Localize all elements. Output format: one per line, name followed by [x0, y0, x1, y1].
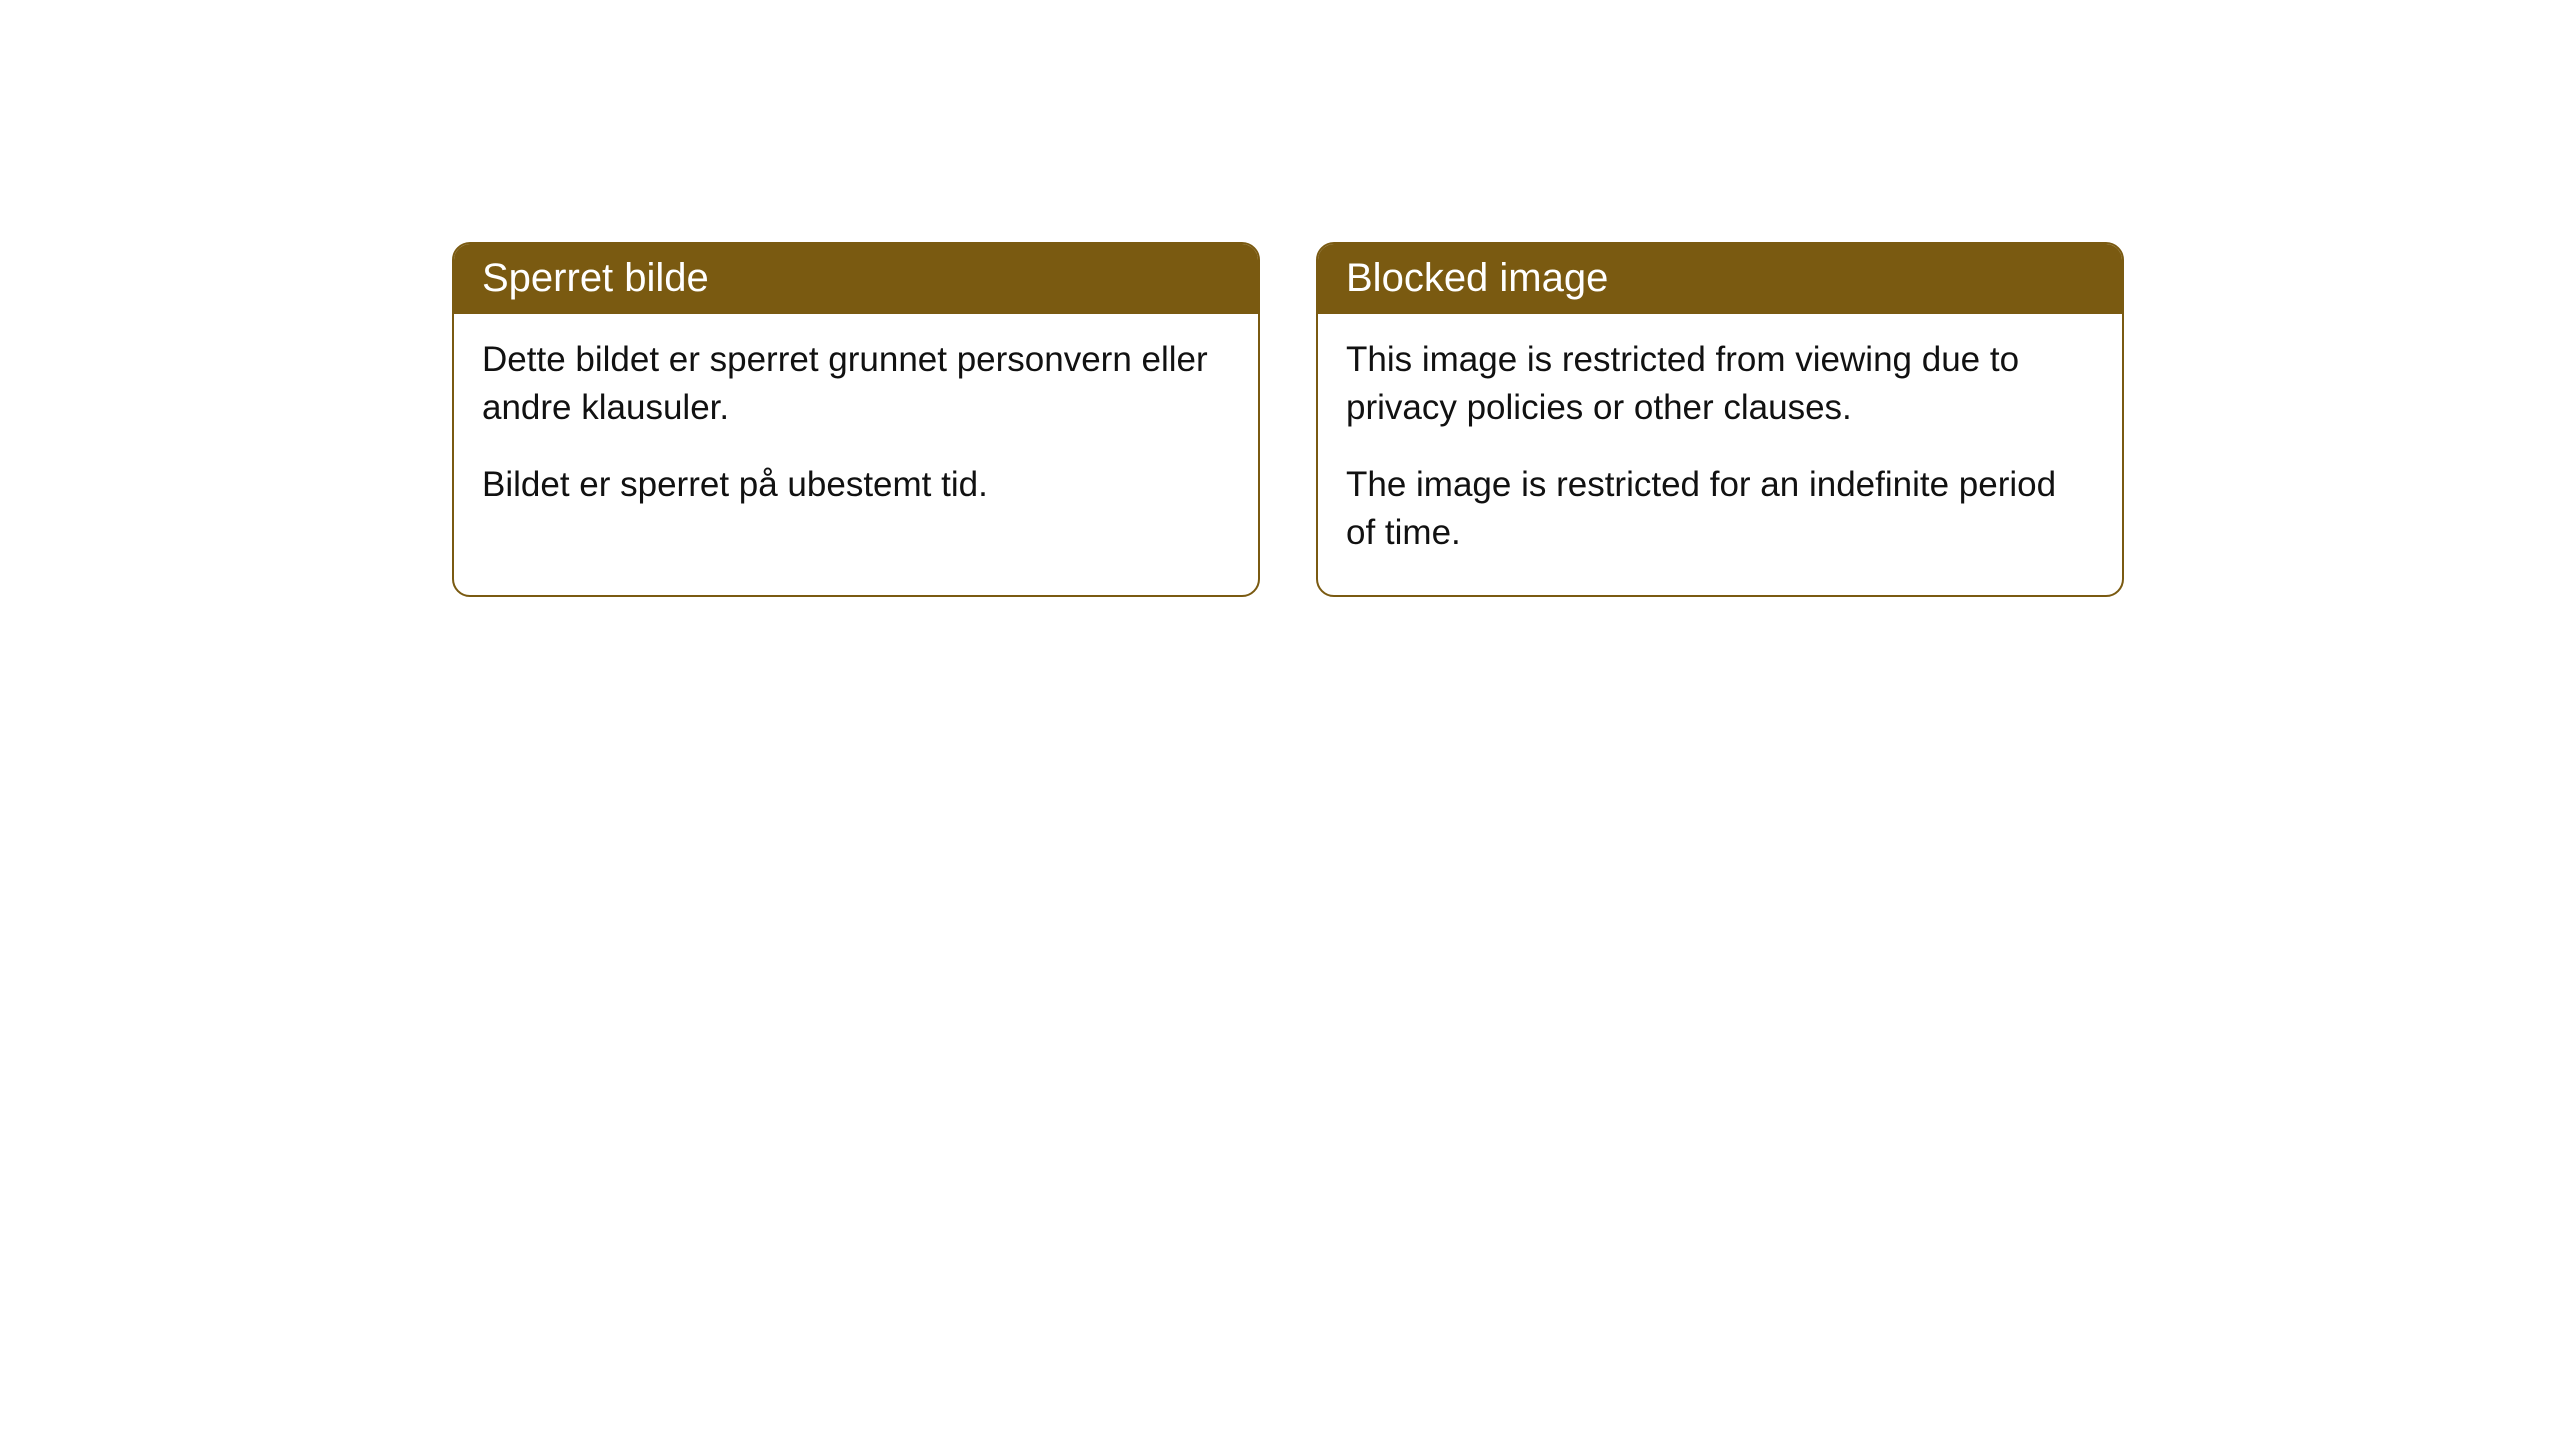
card-text-english-2: The image is restricted for an indefinit…: [1346, 461, 2094, 558]
card-text-norwegian-2: Bildet er sperret på ubestemt tid.: [482, 461, 1230, 509]
card-text-norwegian-1: Dette bildet er sperret grunnet personve…: [482, 336, 1230, 433]
card-body-norwegian: Dette bildet er sperret grunnet personve…: [454, 314, 1258, 547]
card-text-english-1: This image is restricted from viewing du…: [1346, 336, 2094, 433]
blocked-image-card-english: Blocked image This image is restricted f…: [1316, 242, 2124, 597]
blocked-image-card-norwegian: Sperret bilde Dette bildet er sperret gr…: [452, 242, 1260, 597]
card-header-english: Blocked image: [1318, 244, 2122, 314]
card-header-norwegian: Sperret bilde: [454, 244, 1258, 314]
card-body-english: This image is restricted from viewing du…: [1318, 314, 2122, 595]
notice-cards-container: Sperret bilde Dette bildet er sperret gr…: [452, 242, 2124, 597]
